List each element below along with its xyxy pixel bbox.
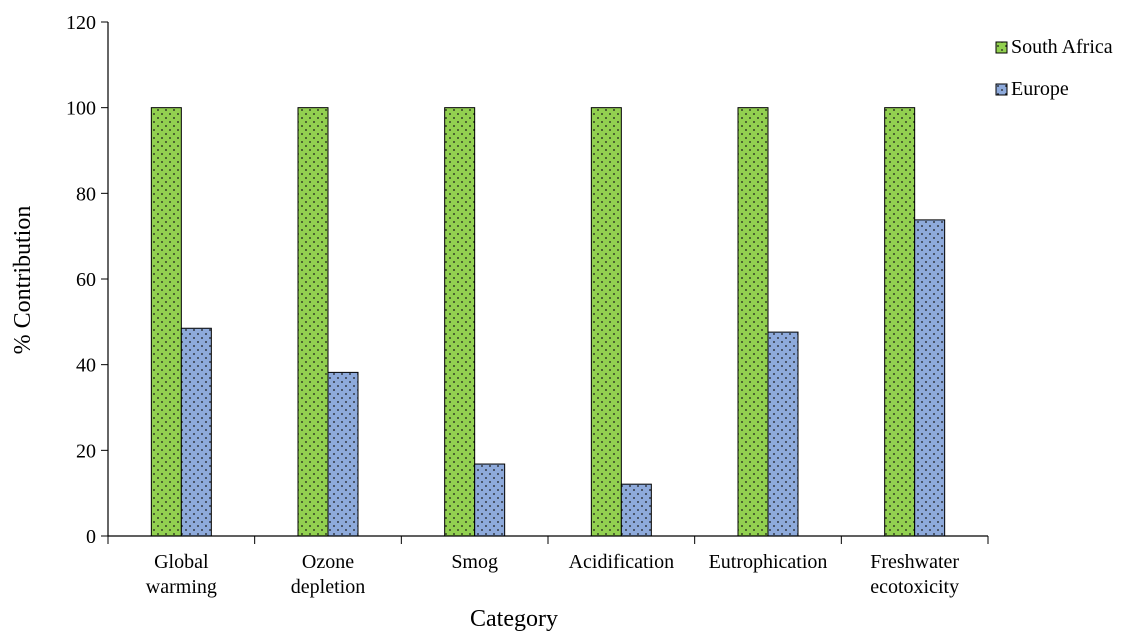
bar-south-africa-2 [444, 107, 476, 537]
x-tick-label: Smog [451, 551, 498, 573]
bar-europe-3 [620, 483, 652, 537]
bar-europe-1 [327, 371, 359, 537]
legend-swatch-europe [995, 83, 1008, 96]
bar-south-africa-5 [884, 107, 916, 537]
x-tick-label: Ozone depletion [291, 551, 365, 598]
bar-south-africa-0 [150, 107, 182, 537]
x-axis-title: Category [470, 606, 558, 632]
y-tick-label: 40 [76, 355, 96, 377]
x-tick-label: Acidification [569, 551, 675, 573]
x-ticks-group: Global warming Ozone depletion Smog Acidifica… [107, 536, 989, 598]
y-axis-title: % Contribution [10, 206, 36, 355]
y-tick-label: 100 [66, 98, 96, 120]
bar-europe-5 [914, 219, 946, 537]
bar-europe-4 [767, 331, 799, 537]
y-tick-label: 60 [76, 269, 96, 291]
bar-europe-0 [180, 327, 212, 537]
legend-label-south-africa: South Africa [1011, 36, 1113, 58]
y-tick-label: 120 [66, 12, 96, 34]
x-tick-label: Global warming [146, 551, 217, 598]
bar-south-africa-4 [737, 107, 769, 537]
y-tick-label: 20 [76, 440, 96, 462]
y-tick-label: 0 [86, 526, 96, 548]
bar-south-africa-3 [590, 107, 622, 537]
y-ticks-group: 0 20 40 60 80 100 120 [66, 12, 108, 548]
legend-swatch-south-africa [995, 41, 1008, 54]
legend: South Africa Europe [995, 36, 1113, 100]
axes-group [107, 22, 988, 537]
x-tick-label: Eutrophication [709, 551, 828, 573]
legend-label-europe: Europe [1011, 78, 1069, 100]
y-tick-label: 80 [76, 183, 96, 205]
bars-group [150, 107, 946, 537]
x-tick-label: Freshwater ecotoxicity [870, 551, 959, 598]
bar-europe-2 [474, 463, 506, 537]
bar-south-africa-1 [297, 107, 329, 537]
